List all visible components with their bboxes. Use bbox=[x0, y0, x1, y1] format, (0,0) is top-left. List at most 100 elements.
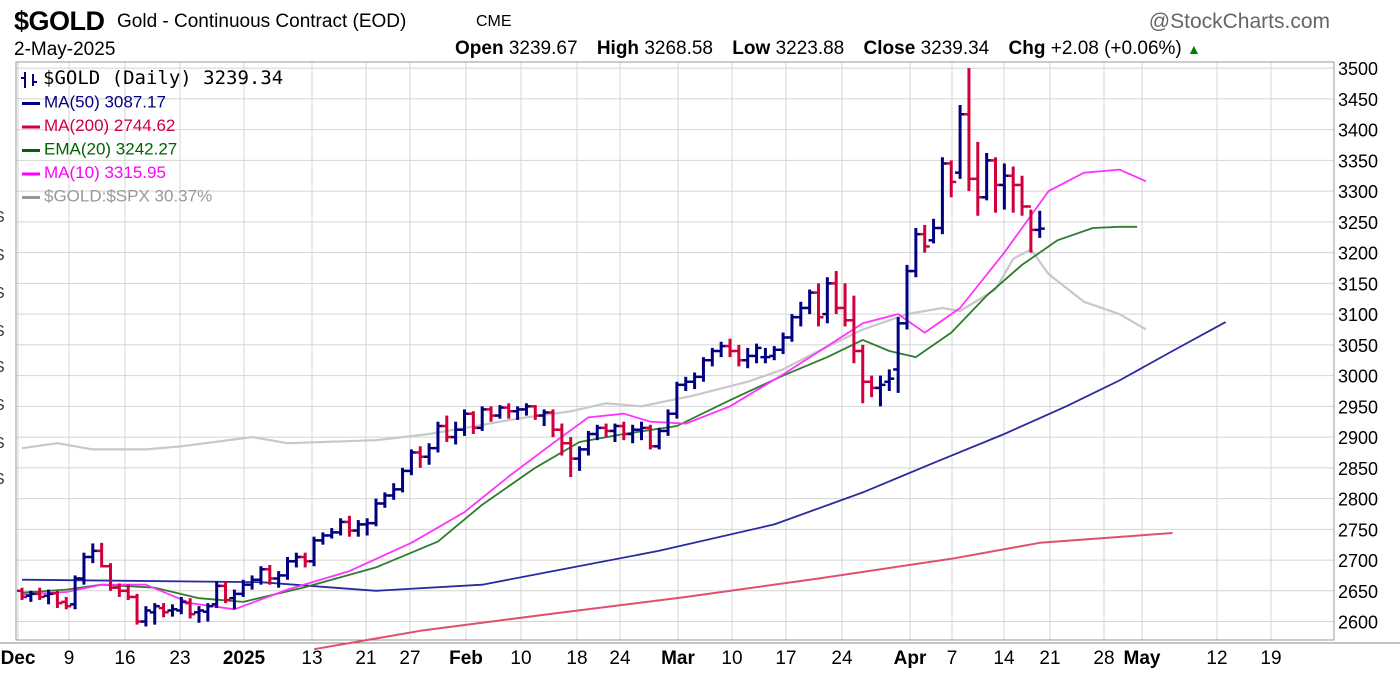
plot-frame bbox=[0, 61, 1400, 644]
ohlc-bar bbox=[379, 492, 390, 508]
ohlc-bar bbox=[778, 332, 789, 355]
ohlc-bar bbox=[202, 603, 213, 622]
ohlc-bar bbox=[733, 344, 744, 367]
x-tick-label: 27 bbox=[399, 648, 420, 669]
ohlc-bar bbox=[450, 421, 461, 445]
date-axis: Dec 9 16 23 2025 13 21 27 Feb 10 18 24 Mar 10 17 24 Apr 7… bbox=[1, 648, 1282, 669]
ohlc-bar bbox=[937, 157, 948, 235]
ohlc-bar bbox=[353, 520, 364, 537]
x-tick-label: 2025 bbox=[223, 648, 266, 669]
ohlc-bar bbox=[1008, 166, 1019, 213]
exchange-label: CME bbox=[476, 13, 512, 30]
ohlc-bar bbox=[1025, 205, 1036, 253]
x-tick-label: 10 bbox=[721, 648, 742, 669]
ohlc-bar bbox=[574, 446, 585, 471]
ohlc-bar bbox=[52, 590, 63, 609]
x-tick-label: 12 bbox=[1206, 648, 1227, 669]
symbol-title: $GOLD bbox=[14, 6, 105, 36]
ohlc-bar bbox=[61, 596, 72, 610]
x-tick-label: 18 bbox=[566, 648, 587, 669]
close-value: 3239.34 bbox=[920, 38, 990, 59]
ohlc-bar bbox=[866, 375, 877, 398]
x-tick-label: 7 bbox=[947, 648, 958, 669]
y-tick-label: 3250 bbox=[1338, 213, 1378, 233]
ohlc-bar bbox=[477, 406, 488, 431]
ohlc-bar bbox=[804, 289, 815, 315]
ohlc-bar bbox=[158, 603, 169, 618]
left-edge-glyph: S bbox=[0, 209, 5, 226]
ohlc-bar bbox=[972, 141, 983, 216]
change-label: Chg bbox=[1008, 38, 1046, 59]
y-tick-label: 2950 bbox=[1338, 397, 1378, 417]
ohlc-bar bbox=[167, 604, 178, 617]
brand-watermark[interactable]: @StockCharts.com bbox=[1148, 10, 1330, 33]
ohlc-bar bbox=[468, 411, 479, 435]
close-label: Close bbox=[863, 38, 916, 59]
y-tick-label: 2850 bbox=[1338, 459, 1378, 479]
left-edge-labels: S S S S S S S S bbox=[0, 209, 5, 488]
ohlc-bar bbox=[503, 403, 514, 419]
x-tick-label: 24 bbox=[831, 648, 853, 669]
y-tick-label: 2800 bbox=[1338, 490, 1378, 510]
legend-entry: EMA(20) 3242.27 bbox=[44, 140, 177, 159]
legend-entry: MA(50) 3087.17 bbox=[44, 93, 166, 112]
ohlc-bar bbox=[105, 563, 116, 591]
legend-entry: $GOLD (Daily) 3239.34 bbox=[43, 67, 283, 89]
ohlc-bar bbox=[831, 271, 842, 315]
left-edge-glyph: S bbox=[0, 471, 5, 488]
x-tick-label: 17 bbox=[775, 648, 796, 669]
ohlc-bar bbox=[388, 483, 399, 500]
ohlc-bar bbox=[689, 372, 700, 390]
x-tick-label: 23 bbox=[169, 648, 190, 669]
ohlc-bar bbox=[335, 518, 346, 536]
ohlc-bar bbox=[424, 443, 435, 465]
ohlc-bar bbox=[140, 606, 151, 627]
price-bars bbox=[17, 68, 1045, 627]
ohlc-bar bbox=[946, 160, 957, 198]
ohlc-bar bbox=[627, 424, 638, 444]
ohlc-bar bbox=[539, 409, 550, 427]
x-tick-label: 24 bbox=[609, 648, 631, 669]
ma200-line bbox=[313, 532, 1173, 651]
ohlc-bar bbox=[955, 105, 966, 179]
x-tick-label: 21 bbox=[1039, 648, 1060, 669]
ohlc-bar bbox=[397, 467, 408, 493]
ohlc-bar bbox=[698, 357, 709, 382]
ohlc-bar bbox=[601, 423, 612, 438]
x-tick-label: 28 bbox=[1093, 648, 1114, 669]
ohlc-bar bbox=[371, 498, 381, 527]
x-tick-label: 16 bbox=[114, 648, 135, 669]
y-tick-label: 3200 bbox=[1338, 244, 1378, 264]
x-tick-label: 10 bbox=[510, 648, 531, 669]
ohlc-bar bbox=[751, 343, 762, 364]
price-axis: 2600 2650 2700 2750 2800 2850 2900 2950 3000 3050… bbox=[1338, 59, 1378, 632]
left-edge-glyph: S bbox=[0, 435, 5, 452]
ema20-line bbox=[21, 225, 1138, 603]
ohlc-bar bbox=[317, 532, 328, 545]
change-value: +2.08 (+0.06%) bbox=[1050, 38, 1182, 59]
plot-border bbox=[15, 61, 1335, 641]
x-tick-label: 14 bbox=[993, 648, 1015, 669]
ohlc-bar-icon bbox=[21, 72, 37, 88]
high-value: 3268.58 bbox=[644, 38, 713, 59]
x-tick-label: Apr bbox=[894, 648, 927, 669]
y-tick-label: 3350 bbox=[1338, 151, 1378, 171]
y-tick-label: 3500 bbox=[1338, 59, 1378, 79]
ohlc-bar bbox=[96, 542, 107, 568]
y-tick-label: 3150 bbox=[1338, 274, 1378, 294]
left-edge-glyph: S bbox=[0, 359, 5, 376]
left-edge-glyph: S bbox=[0, 285, 5, 302]
left-edge-glyph: S bbox=[0, 397, 5, 414]
y-tick-label: 2700 bbox=[1338, 551, 1378, 571]
chart-grid bbox=[16, 62, 1334, 640]
ohlc-bar bbox=[309, 536, 320, 567]
ohlc-bar bbox=[769, 346, 780, 361]
open-label: Open bbox=[455, 38, 504, 59]
ohlc-bar bbox=[211, 581, 222, 609]
y-tick-label: 2650 bbox=[1338, 582, 1378, 602]
quote-date: 2-May-2025 bbox=[14, 39, 116, 60]
y-tick-label: 3100 bbox=[1338, 305, 1378, 325]
up-arrow-icon: ▲ bbox=[1187, 41, 1201, 57]
ohlc-bar bbox=[176, 596, 187, 615]
